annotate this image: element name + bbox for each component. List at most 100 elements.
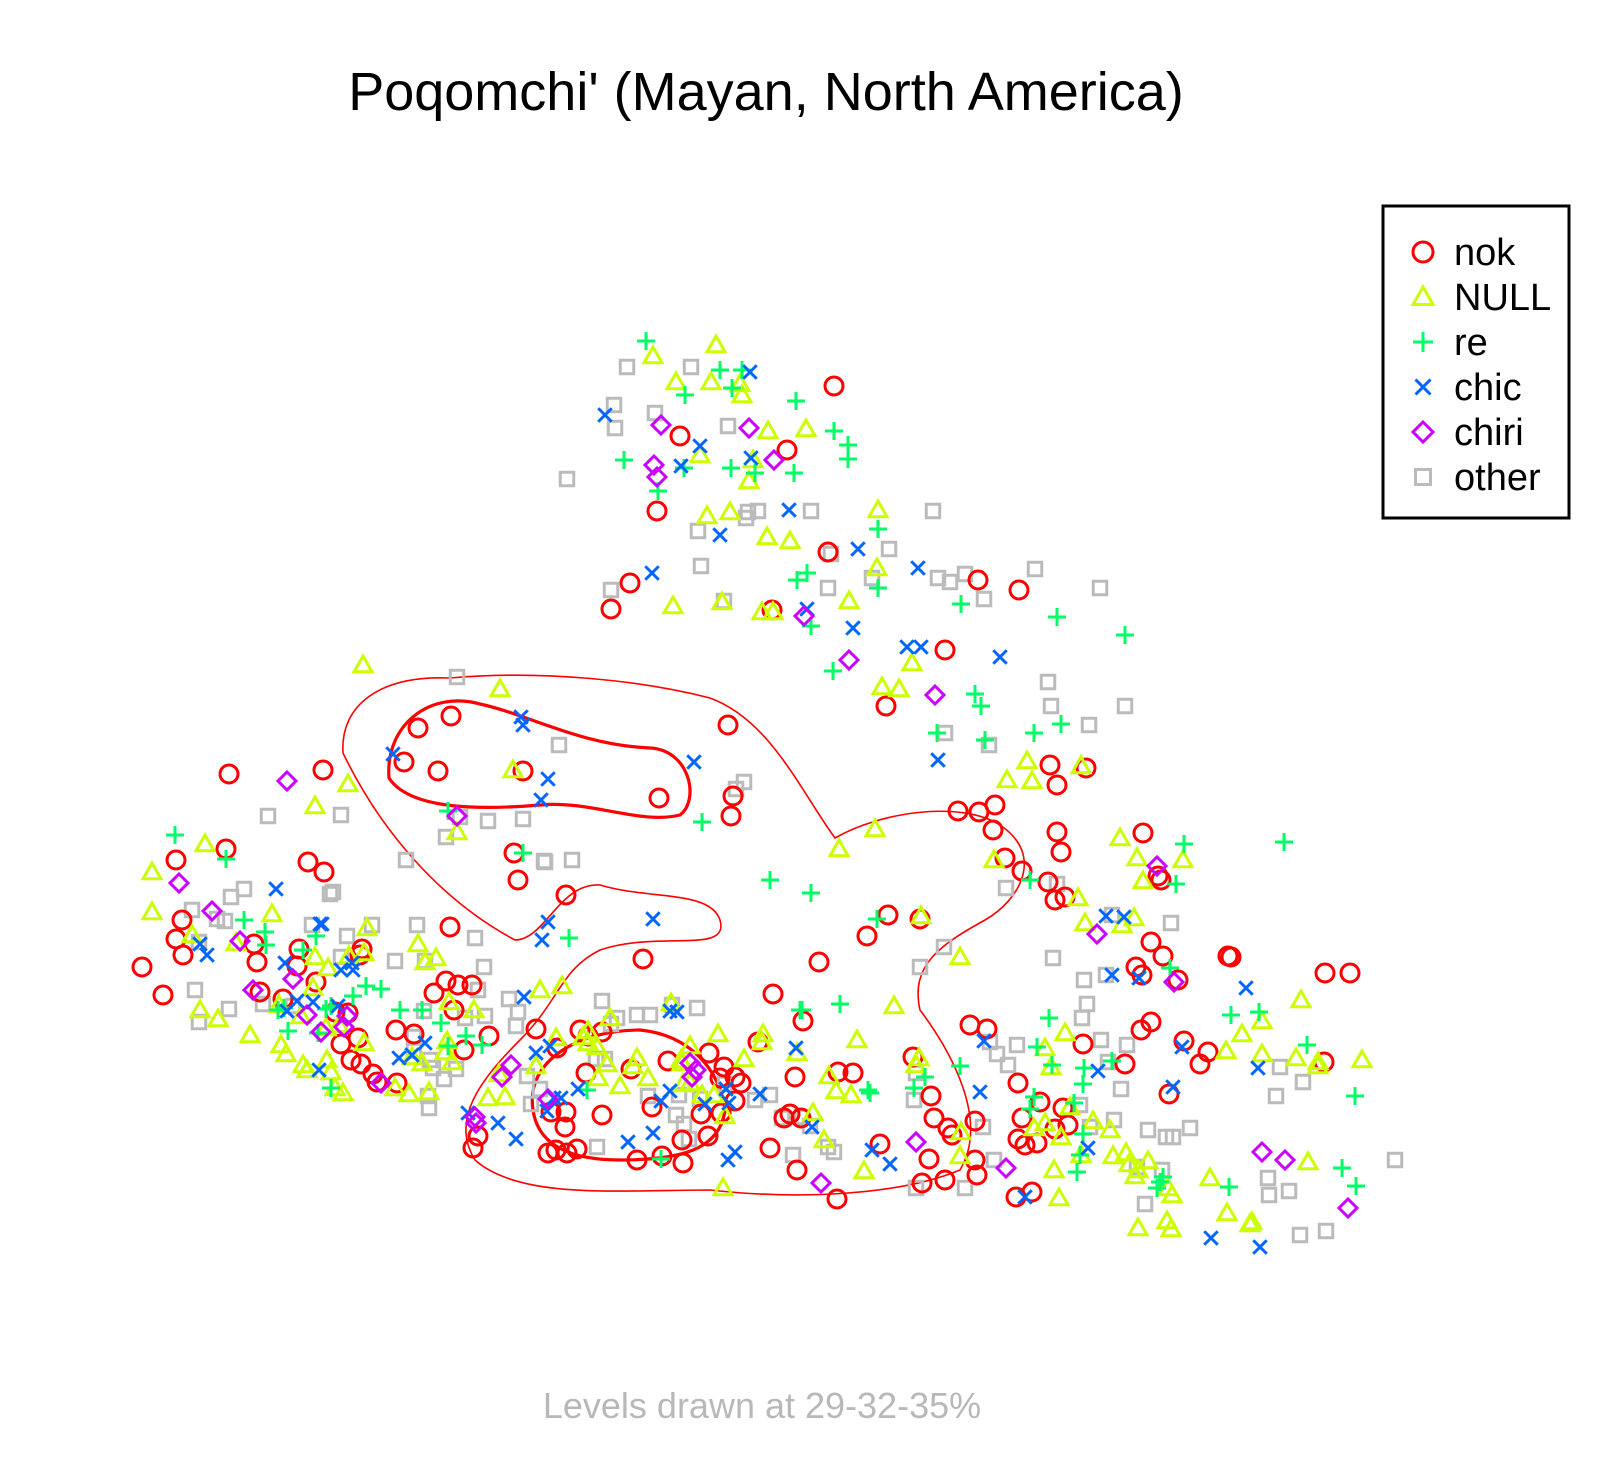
point-other	[980, 736, 998, 754]
point-null	[400, 1044, 424, 1066]
point-re	[637, 332, 655, 350]
point-other	[689, 522, 707, 540]
point-nok	[626, 1149, 648, 1171]
point-other	[935, 938, 953, 956]
point-nok	[697, 1125, 719, 1147]
point-null	[303, 944, 327, 966]
point-re	[235, 911, 253, 929]
point-nok	[934, 639, 956, 661]
point-nok	[934, 1169, 956, 1191]
point-nok	[1131, 964, 1153, 986]
point-re	[831, 995, 849, 1013]
point-other	[641, 1006, 659, 1024]
point-null	[493, 1084, 517, 1106]
point-chiri	[792, 604, 816, 628]
point-re	[1040, 1009, 1058, 1027]
point-re	[928, 724, 946, 742]
point-null	[827, 836, 851, 858]
point-chic	[930, 752, 946, 768]
point-chic	[992, 649, 1008, 665]
point-other	[397, 851, 415, 869]
legend-marker-nok	[1411, 240, 1435, 264]
point-other	[220, 1000, 238, 1018]
point-re	[279, 1022, 297, 1040]
point-chic	[1165, 1079, 1181, 1095]
point-nok	[507, 869, 529, 891]
point-chiri	[994, 1156, 1018, 1180]
point-null	[476, 1085, 500, 1107]
point-other	[911, 958, 929, 976]
point-chic	[864, 1142, 880, 1158]
point-nok	[869, 1133, 891, 1155]
point-null	[206, 1006, 230, 1028]
point-chic	[277, 955, 293, 971]
point-null	[778, 528, 802, 550]
point-null	[756, 418, 780, 440]
point-nok	[566, 1138, 588, 1160]
point-null	[315, 1047, 339, 1069]
point-other	[682, 358, 700, 376]
point-other	[338, 927, 356, 945]
legend-entry-null: NULL	[1410, 277, 1551, 319]
point-nok	[1132, 822, 1154, 844]
point-nok	[1007, 1072, 1029, 1094]
point-chiri	[809, 1171, 833, 1195]
point-nok	[717, 714, 739, 736]
point-nok	[447, 974, 469, 996]
point-chic	[268, 881, 284, 897]
point-other	[646, 404, 664, 422]
point-chic	[673, 458, 689, 474]
point-other	[1091, 579, 1109, 597]
point-null	[316, 955, 340, 977]
point-re	[1028, 1038, 1046, 1056]
point-null	[718, 499, 742, 521]
point-null	[1125, 845, 1149, 867]
point-null	[948, 944, 972, 966]
point-nok	[1130, 1019, 1152, 1041]
point-re	[761, 871, 779, 889]
point-null	[794, 416, 818, 438]
point-chic	[692, 438, 708, 454]
point-null	[352, 940, 376, 962]
point-re	[839, 450, 857, 468]
point-re	[1275, 833, 1293, 851]
point-other	[222, 888, 240, 906]
point-nok	[966, 1164, 988, 1186]
point-chic	[1238, 980, 1254, 996]
point-null	[1250, 1008, 1274, 1030]
point-chic	[1080, 1140, 1096, 1156]
point-re	[916, 1068, 934, 1086]
point-other	[1164, 1128, 1182, 1146]
point-other	[1080, 716, 1098, 734]
point-nok	[440, 705, 462, 727]
point-other	[448, 668, 466, 686]
point-re	[952, 595, 970, 613]
point-re	[905, 1079, 923, 1097]
point-chic	[311, 1062, 327, 1078]
point-other	[988, 1045, 1006, 1063]
point-nok	[131, 956, 153, 978]
point-chic	[1203, 1230, 1219, 1246]
point-null	[750, 599, 774, 621]
point-re	[1052, 715, 1070, 733]
point-chic	[1131, 970, 1147, 986]
point-chic	[540, 771, 556, 787]
point-null	[1159, 1216, 1183, 1238]
data-points	[131, 332, 1404, 1255]
point-chiri	[335, 1004, 359, 1028]
point-chic	[528, 1045, 544, 1061]
point-re	[825, 422, 843, 440]
point-re	[294, 941, 312, 959]
point-nok	[947, 800, 969, 822]
point-re	[1175, 835, 1193, 853]
point-re	[951, 1057, 969, 1075]
legend-entry-re: re	[1413, 322, 1488, 364]
point-re	[788, 571, 806, 589]
point-chiri	[1162, 970, 1186, 994]
point-nok	[808, 951, 830, 973]
point-re	[1068, 1163, 1086, 1181]
legend-marker-chic	[1414, 378, 1432, 396]
point-nok	[1220, 946, 1242, 968]
point-re	[439, 1037, 457, 1055]
